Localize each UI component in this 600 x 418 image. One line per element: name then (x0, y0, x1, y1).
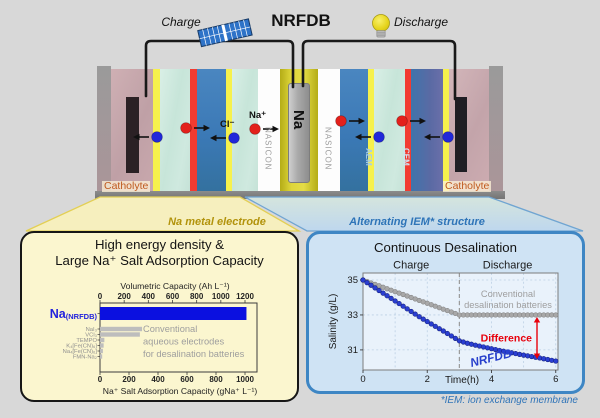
catholyte-right-label: Catholyte (443, 180, 492, 193)
catholyte-left-label: Catholyte (102, 180, 151, 193)
left-panel-title-line1: High energy density & (94, 237, 225, 252)
nasicon-right-label: NASICON (323, 127, 333, 171)
nasicon-left-strip (258, 69, 280, 191)
flow-channel-1 (160, 69, 190, 191)
na-electrode-label: Na (289, 110, 307, 130)
electrode-right (455, 97, 467, 172)
saline-compartment-2 (340, 69, 368, 191)
flow-channel-3 (373, 69, 405, 191)
na-metal-electrode (288, 83, 310, 183)
charge-label: Charge (161, 15, 201, 29)
membrane-yellow-4 (443, 69, 449, 191)
aem-label: AEM (363, 148, 373, 166)
membrane-yellow-1 (153, 69, 160, 191)
footer-note: *IEM: ion exchange membrane (440, 395, 578, 406)
flow-channel-2 (232, 69, 258, 191)
membrane-yellow-2 (226, 69, 232, 191)
right-panel-title: Continuous Desalination (374, 240, 517, 255)
nasicon-left-label: NASICON (263, 127, 273, 171)
discharge-label: Discharge (393, 15, 449, 29)
membrane-red-1 (190, 69, 197, 191)
cl-ion-label: Cl⁻ (220, 119, 235, 130)
cell-left-wall (97, 66, 111, 193)
cell-right-wall (489, 66, 503, 193)
left-panel-tag: Na metal electrode (168, 216, 266, 228)
bulb-icon (372, 14, 390, 38)
membrane-aem (368, 69, 374, 191)
cell-base (95, 191, 505, 199)
saline-compartment-3 (410, 69, 443, 191)
electrode-left (126, 97, 139, 173)
membrane-cem (405, 69, 411, 191)
cem-label: CEM (401, 148, 411, 166)
right-panel-tag: Alternating IEM* structure (349, 216, 485, 228)
na-ion-label: Na⁺ (249, 110, 267, 121)
left-panel-title-line2: Large Na⁺ Salt Adsorption Capacity (55, 253, 264, 268)
saline-compartment-1 (196, 69, 226, 191)
figure-title: NRFDB (271, 11, 331, 30)
